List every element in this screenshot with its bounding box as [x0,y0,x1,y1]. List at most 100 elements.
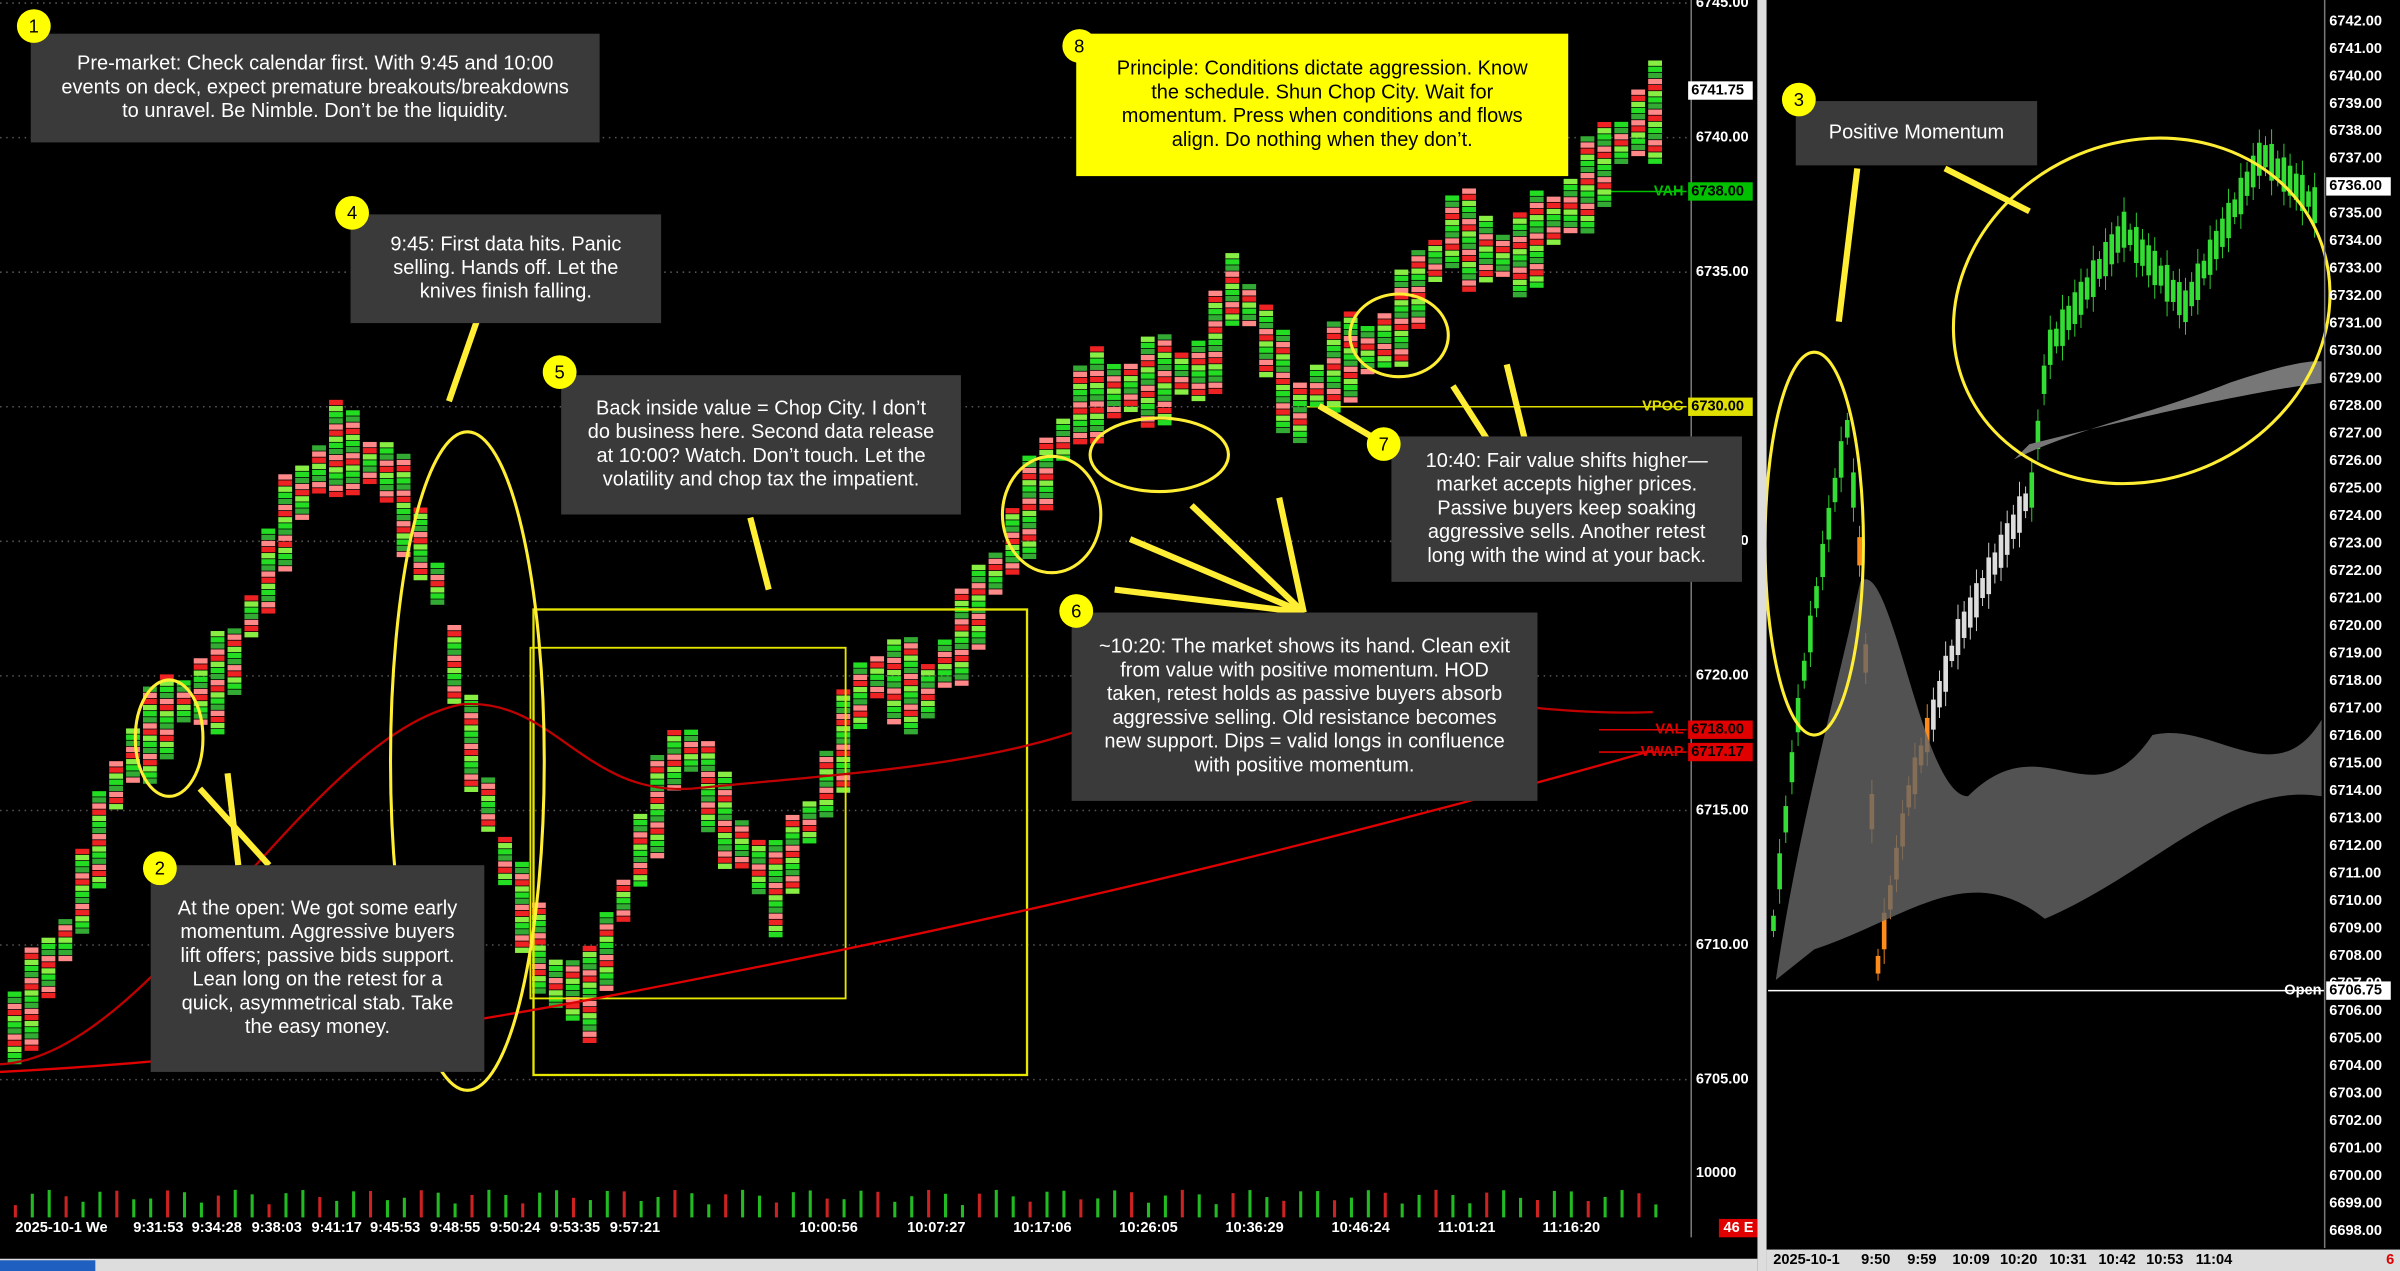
footprint-cell [1039,480,1054,486]
footprint-cell [1276,415,1290,421]
footprint-cell [1293,425,1307,431]
footprint-cell [1022,474,1037,480]
candle-body [2103,241,2108,277]
footprint-cell [295,502,310,508]
footprint-cell [1259,335,1274,341]
footprint-cell [582,982,597,988]
footprint-cell [109,773,123,779]
volume-bar [757,1195,762,1218]
price-tick-label: 6722.00 [2329,563,2382,579]
footprint-cell [819,787,834,793]
footprint-cell [1512,261,1527,267]
footprint-cell [126,765,140,771]
footprint-cell [1157,340,1172,346]
footprint-cell [1394,355,1409,361]
footprint-cell [1648,158,1663,164]
footprint-cell [1140,391,1155,398]
price-tag [1688,81,1753,100]
footprint-cell [582,945,597,952]
price-tick-label: 6701.00 [2329,1141,2382,1157]
footprint-cell [1580,154,1595,160]
footprint-cell [1056,424,1071,431]
volume-bar [1586,1201,1590,1218]
candle-body [1881,912,1887,950]
footprint-cell [261,583,276,590]
footprint-cell [785,863,800,870]
footprint-cell [853,662,868,668]
footprint-cell [1462,219,1476,225]
footprint-cell [1242,296,1257,302]
footprint-cell [7,991,22,997]
footprint-cell [1411,262,1426,268]
footprint-cell [1039,504,1054,511]
volume-bar [910,1196,914,1218]
price-tick-label: 6737.00 [2329,151,2382,167]
footprint-cell [1529,251,1544,258]
annotation-text: Positive Momentum [1829,122,2004,144]
footprint-cell [1529,208,1544,215]
footprint-cell [582,958,597,964]
footprint-cell [413,568,428,575]
volume-bar [588,1200,592,1218]
footprint-cell [667,748,682,754]
footprint-cell [75,891,90,898]
time-tick-label: 9:48:55 [430,1220,480,1236]
footprint-cell [954,600,969,607]
footprint-cell [1208,333,1223,339]
footprint-cell [1039,492,1054,499]
volume-bar [859,1190,863,1218]
footprint-cell [210,661,225,668]
corner-tag [1718,1218,1758,1238]
footprint-cell [329,473,343,479]
volume-bar [521,1203,525,1218]
annotation-text: knives finish falling. [420,281,592,303]
candle-body [1814,586,1819,609]
footprint-cell [1512,267,1527,273]
footprint-cell [515,874,529,880]
footprint-cell [904,686,918,692]
footprint-cell [1174,383,1189,389]
footprint-cell [244,625,259,632]
price-marks [7,60,2317,1218]
footprint-cell [447,637,462,643]
footprint-cell [904,649,918,655]
footprint-cell [1479,228,1493,234]
footprint-cell [1648,146,1663,152]
footprint-cell [278,486,293,492]
footprint-cell [836,787,851,793]
footprint-cell [210,667,225,674]
candle-body [1795,698,1801,733]
footprint-cell [515,898,529,904]
footprint-cell [954,680,969,686]
footprint-cell [109,797,123,804]
footprint-cell [1276,403,1290,409]
badge [16,9,51,43]
footprint-cell [159,723,174,729]
footprint-cell [1326,407,1341,413]
footprint-cell [1022,504,1037,511]
footprint-cell [1546,215,1561,221]
footprint-cell [41,949,56,956]
footprint-cell [345,416,360,422]
footprint-cell [92,864,107,871]
footprint-cell [92,876,107,883]
footprint-cell [971,601,986,607]
footprint-cell [278,535,293,541]
annotation-text: Passive buyers keep soaking [1437,497,1696,519]
volume-bar [1569,1191,1573,1218]
candle-body [1937,681,1942,708]
footprint-cell [227,689,242,695]
volume-bar [199,1202,203,1218]
footprint-cell [1462,206,1476,213]
footprint-cell [1208,327,1223,333]
footprint-cell [210,716,225,723]
footprint-cell [142,692,157,699]
footprint-cell [1360,368,1375,375]
footprint-cell [413,525,428,532]
footprint-cell [1462,194,1476,200]
footprint-cell [1648,72,1663,79]
footprint-cell [447,692,462,698]
footprint-cell [464,725,479,731]
footprint-cell [1428,239,1443,246]
footprint-cell [904,704,918,710]
